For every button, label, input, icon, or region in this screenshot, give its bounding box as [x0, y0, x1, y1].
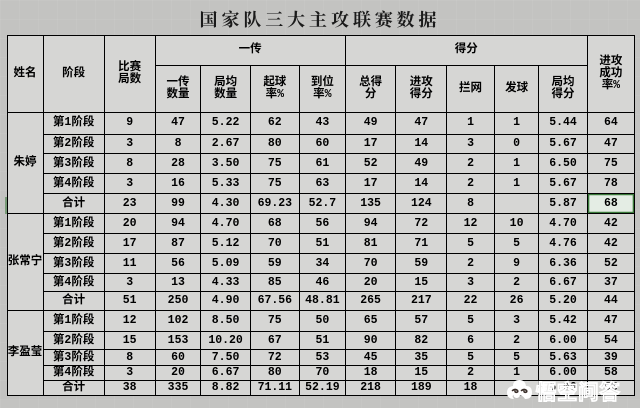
svg-text:悟空问答: 悟空问答: [536, 377, 621, 405]
